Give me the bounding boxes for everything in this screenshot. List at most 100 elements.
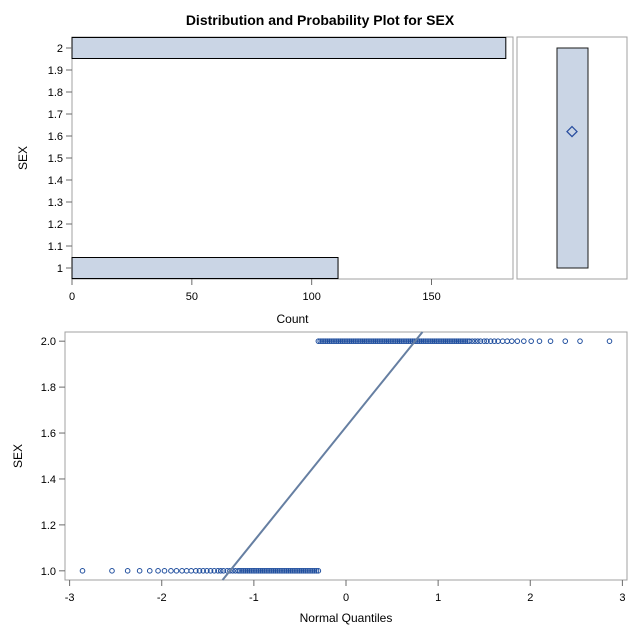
data-point: [278, 568, 284, 574]
data-point: [291, 568, 297, 574]
data-point: [446, 338, 452, 344]
data-point: [440, 338, 447, 344]
data-point: [313, 568, 320, 574]
y-tick-label: 1.4: [48, 175, 63, 187]
data-point: [398, 338, 405, 344]
data-point: [427, 338, 434, 344]
data-point: [370, 338, 377, 344]
data-point: [333, 338, 340, 344]
data-point: [416, 338, 423, 344]
data-point: [155, 568, 161, 574]
data-point: [453, 338, 460, 344]
data-point: [328, 338, 335, 344]
data-point: [257, 568, 264, 574]
data-point: [296, 568, 303, 574]
data-point: [268, 568, 275, 574]
data-point: [374, 338, 381, 344]
box-plot-panel: [516, 36, 628, 280]
y-tick-label: 2: [57, 43, 63, 55]
data-point: [207, 568, 214, 574]
x-tick-label: -1: [249, 592, 259, 604]
data-point: [484, 338, 490, 344]
data-point: [346, 338, 353, 344]
data-point: [357, 338, 364, 344]
data-point: [161, 568, 168, 574]
data-point: [380, 338, 386, 344]
x-tick-label: 1: [435, 592, 441, 604]
y-tick-label: 1.7: [48, 109, 63, 121]
data-point: [359, 338, 366, 344]
data-point: [217, 568, 224, 574]
data-point: [356, 338, 362, 344]
y-axis-label: SEX: [11, 444, 25, 468]
data-point: [354, 338, 360, 344]
data-point: [196, 568, 203, 574]
data-point: [376, 338, 382, 344]
x-tick-label: 3: [619, 592, 625, 604]
y-tick-label: 1.6: [41, 428, 56, 440]
data-point: [293, 568, 299, 574]
data-point: [317, 338, 324, 344]
data-point: [459, 338, 465, 344]
reference-line: [221, 331, 424, 581]
data-point: [389, 338, 395, 344]
data-point: [394, 338, 401, 344]
data-point: [547, 338, 554, 344]
data-point: [387, 338, 394, 344]
data-point: [319, 338, 325, 344]
data-point: [272, 568, 279, 574]
data-point: [254, 568, 260, 574]
x-tick-label: 100: [302, 291, 320, 303]
x-tick-label: -3: [65, 592, 75, 604]
x-axis-label: Count: [276, 312, 309, 326]
data-point: [308, 568, 314, 574]
data-point: [281, 568, 288, 574]
data-point: [383, 338, 390, 344]
data-point: [491, 338, 498, 344]
data-point: [392, 338, 399, 344]
data-point: [261, 568, 268, 574]
y-tick-label: 1.6: [48, 131, 63, 143]
data-point: [521, 338, 527, 344]
data-point: [444, 338, 451, 344]
data-point: [306, 568, 312, 574]
data-point: [322, 338, 329, 344]
data-point: [426, 338, 432, 344]
data-point: [367, 338, 373, 344]
data-point: [577, 338, 583, 344]
data-point: [466, 338, 473, 344]
y-axis-label: SEX: [16, 146, 30, 170]
data-point: [562, 338, 569, 344]
data-point: [330, 338, 336, 344]
data-point: [298, 568, 305, 574]
data-point: [204, 568, 210, 574]
data-point: [341, 338, 347, 344]
histogram-frame: [71, 36, 514, 280]
x-tick-label: 0: [343, 592, 349, 604]
data-point: [295, 568, 301, 574]
data-point: [348, 338, 355, 344]
data-point: [283, 568, 290, 574]
data-point: [285, 568, 292, 574]
probability-plot-panel: 1.0 1.2 1.4 1.6 1.8 2.0 -3 -2 -1 0 1 2 3 Normal Quant…: [11, 331, 628, 625]
data-point: [324, 338, 331, 344]
data-point: [381, 338, 388, 344]
y-tick-label: 1.1: [48, 241, 63, 253]
data-point: [487, 338, 494, 344]
x-tick-label: 150: [422, 291, 440, 303]
data-point: [215, 568, 221, 574]
data-point: [536, 338, 543, 344]
y-tick-label: 1.2: [48, 219, 63, 231]
data-point: [302, 568, 309, 574]
data-point: [235, 568, 242, 574]
y-tick-label: 1.8: [41, 382, 56, 394]
data-point: [309, 568, 316, 574]
data-point: [499, 338, 506, 344]
data-point: [528, 338, 534, 344]
box-plot-frame: [516, 36, 628, 280]
data-point: [146, 568, 153, 574]
data-point: [343, 338, 349, 344]
data-point: [252, 568, 258, 574]
